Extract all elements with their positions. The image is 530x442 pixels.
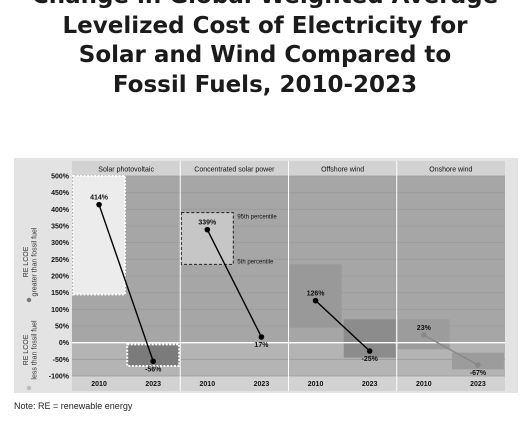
x-tick-label: 2023 [470,381,486,388]
annotation-5th: 5th percentile [237,259,274,265]
data-label: 339% [198,220,217,227]
percentile-range-box [180,212,234,265]
y-label-greater: RE LCOE greater than fossil fuel [23,227,39,303]
y-label-greater-text: RE LCOE greater than fossil fuel [23,227,39,296]
panel-title: Solar photovoltaic [98,167,154,174]
series-line [315,300,371,352]
y-label-greater-bullet-icon [26,297,32,303]
data-label: 126% [307,291,326,298]
y-tick-label: 0% [59,340,70,347]
percentile-range-box [451,352,504,370]
data-point [96,201,102,208]
panel-title: Onshore wind [429,167,472,174]
title-line: Solar and Wind Compared to [78,42,452,68]
y-tick-label: 150% [51,290,70,297]
y-label-less-text: RE LCOE less than fossil fuel [23,320,39,380]
y-tick-label: 500% [51,174,70,181]
panel-title: Offshore wind [321,167,364,174]
y-tick-label: 450% [51,190,70,197]
panel-title: Concentrated solar power [194,167,275,174]
data-label: 17% [254,342,269,349]
y-tick-label: -50% [53,357,70,364]
annotation-95th: 95th percentile [237,215,277,221]
y-tick-label: 350% [51,224,70,231]
footer-text [0,437,530,442]
x-tick-label: 2010 [308,381,324,388]
y-tick-label: -100% [49,374,70,381]
y-label-less-line: less than fossil fuel [32,320,39,380]
x-tick-label: 2023 [362,381,378,388]
y-tick-label: 300% [51,240,70,247]
y-label-less-line: RE LCOE [23,334,30,365]
title-line: Levelized Cost of Electricity for [62,12,468,39]
data-point [475,362,481,368]
data-label: 23% [417,325,432,332]
data-point [366,348,373,354]
chart-title: Change in Global Weighted Average Leveli… [0,0,530,100]
data-label: -25% [362,356,379,363]
y-label-less-bullet-icon [26,385,32,391]
y-tick-label: 250% [51,257,70,264]
title-line: Fossil Fuels, 2010-2023 [112,71,418,98]
y-label-less: RE LCOE less than fossil fuel [23,320,39,391]
title-line: Change in Global Weighted Average [0,0,530,12]
data-label: -67% [470,370,487,377]
x-tick-label: 2010 [91,381,107,388]
y-tick-label: 200% [51,274,70,281]
percentile-range-box [126,343,181,368]
lcoe-chart: Solar photovoltaic Concentrated solar pow… [14,158,518,393]
y-label-greater-line: greater than fossil fuel [32,227,39,296]
y-tick-label: 400% [51,207,70,214]
x-tick-label: 2010 [416,381,432,388]
data-label: 414% [90,195,109,202]
y-tick-label: 50% [55,324,70,331]
x-tick-label: 2010 [200,381,216,388]
series-line [423,334,479,366]
y-tick-label: 100% [51,307,70,314]
y-label-greater-line: RE LCOE [23,246,30,277]
percentile-range-box [72,175,127,296]
series-line [206,229,263,338]
data-point [150,358,156,365]
data-label: -56% [145,366,162,373]
data-point [204,226,211,233]
series-line [98,204,154,362]
x-tick-label: 2023 [254,381,270,388]
data-point [421,332,427,338]
data-point [258,334,265,340]
chart-note: Note: RE = renewable energy [14,401,133,411]
x-tick-label: 2023 [145,381,161,388]
data-point [312,297,319,304]
